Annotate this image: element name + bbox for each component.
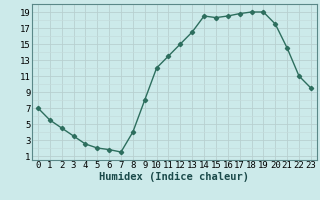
X-axis label: Humidex (Indice chaleur): Humidex (Indice chaleur) [100,172,249,182]
